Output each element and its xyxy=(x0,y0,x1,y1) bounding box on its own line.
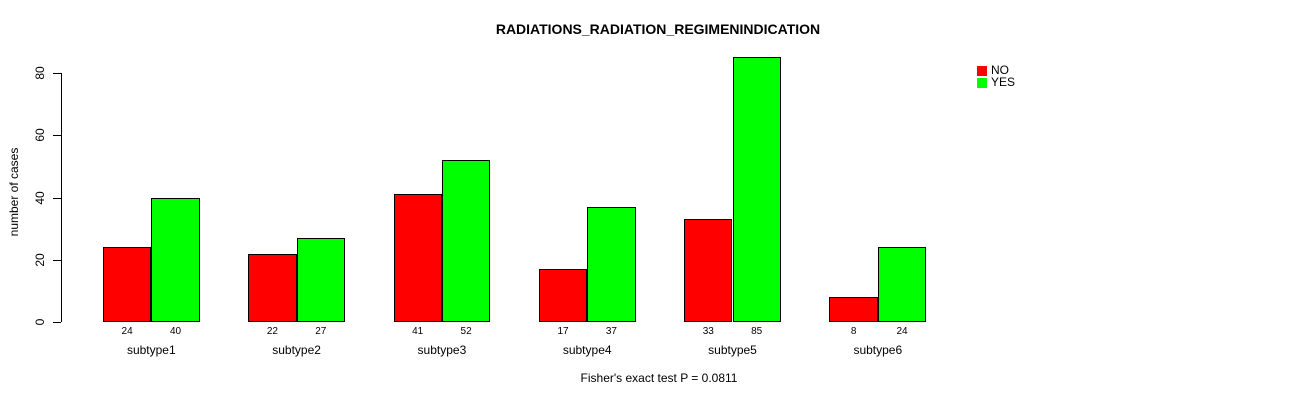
bar-value-label-yes-subtype2: 27 xyxy=(315,326,327,337)
bar-value-label-no-subtype6: 8 xyxy=(850,326,857,337)
y-axis-title: number of cases xyxy=(7,147,21,237)
y-tick-mark xyxy=(53,197,61,199)
legend-label-yes: YES xyxy=(991,75,1016,89)
y-tick-mark xyxy=(53,322,61,323)
bar-no-subtype1 xyxy=(102,247,152,322)
y-tick-label: 0 xyxy=(33,318,47,326)
category-label-subtype5: subtype5 xyxy=(708,343,757,357)
bar-value-label-yes-subtype6: 24 xyxy=(896,326,908,337)
legend-item-no: NO xyxy=(977,63,1015,77)
y-tick-label: 40 xyxy=(33,190,47,205)
bar-value-label-no-subtype4: 17 xyxy=(557,326,569,337)
bar-value-label-no-subtype5: 33 xyxy=(702,326,714,337)
y-tick-mark xyxy=(53,135,61,137)
bar-yes-subtype6 xyxy=(877,247,927,322)
bar-value-label-yes-subtype5: 85 xyxy=(751,326,763,337)
footer-annotation: Fisher's exact test P = 0.0811 xyxy=(580,371,738,385)
bar-yes-subtype5 xyxy=(732,57,781,322)
bar-value-label-yes-subtype4: 37 xyxy=(605,326,617,337)
legend-swatch-no xyxy=(977,65,987,76)
category-label-subtype2: subtype2 xyxy=(272,343,321,357)
bar-value-label-no-subtype1: 24 xyxy=(121,326,133,337)
legend-item-yes: YES xyxy=(977,75,1016,89)
category-label-subtype6: subtype6 xyxy=(853,343,903,357)
bar-yes-subtype3 xyxy=(441,160,491,322)
category-label-subtype3: subtype3 xyxy=(417,343,467,357)
bar-no-subtype4 xyxy=(538,269,588,322)
y-tick-mark xyxy=(53,73,61,74)
bar-value-label-yes-subtype1: 40 xyxy=(169,326,182,337)
y-tick-label: 80 xyxy=(33,66,47,80)
bar-yes-subtype2 xyxy=(296,237,345,322)
bar-no-subtype5 xyxy=(684,219,733,322)
chart-title: RADIATIONS_RADIATION_REGIMENINDICATION xyxy=(495,21,821,37)
y-axis-line xyxy=(61,73,62,322)
bar-no-subtype2 xyxy=(248,253,297,322)
y-tick-label: 20 xyxy=(33,253,47,267)
bar-value-label-no-subtype3: 41 xyxy=(412,326,424,337)
bar-no-subtype3 xyxy=(393,194,442,322)
bar-yes-subtype1 xyxy=(151,197,200,322)
legend: NO YES xyxy=(977,63,1016,89)
category-label-subtype4: subtype4 xyxy=(562,343,612,357)
bar-yes-subtype4 xyxy=(587,206,636,322)
legend-label-no: NO xyxy=(991,63,1009,77)
category-label-subtype1: subtype1 xyxy=(126,343,176,357)
y-tick-mark xyxy=(53,259,61,261)
bar-no-subtype6 xyxy=(829,297,878,322)
legend-swatch-yes xyxy=(977,77,987,88)
y-tick-label: 60 xyxy=(33,128,47,142)
bar-value-label-yes-subtype3: 52 xyxy=(460,326,472,337)
bar-value-label-no-subtype2: 22 xyxy=(266,326,278,337)
